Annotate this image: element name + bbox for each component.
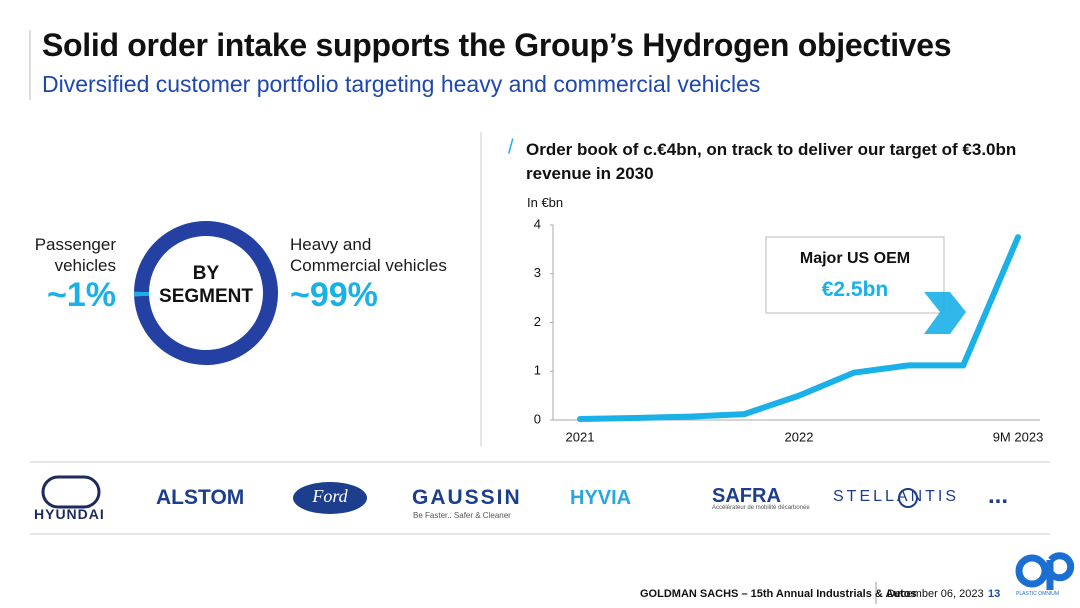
chart-title: Order book of c.€4bn, on track to delive… <box>526 140 1017 183</box>
footer-event: GOLDMAN SACHS – 15th Annual Industrials … <box>640 588 917 600</box>
page-number: 13 <box>988 588 1001 600</box>
donut-segment <box>134 291 150 297</box>
chevron <box>924 292 966 334</box>
subtitle: Diversified customer portfolio targeting… <box>42 71 761 97</box>
logo-shape <box>898 488 918 508</box>
annotation-box <box>765 236 945 314</box>
logo: Ford <box>312 486 348 506</box>
brand-name: PLASTIC OMNIUM <box>1016 591 1060 597</box>
logo-more: ... <box>988 482 1009 509</box>
logo-shape <box>41 475 101 509</box>
footer-date: December 06, 2023 <box>887 588 984 600</box>
brand-logo <box>1015 554 1049 588</box>
segment-value: ~1% <box>47 276 116 314</box>
line-series <box>577 234 1021 423</box>
logo: HYUNDAI <box>34 506 105 522</box>
logo: GAUSSIN <box>412 486 522 509</box>
logo: HYVIA <box>570 487 632 509</box>
segment-label: Passenger vehicles <box>34 235 116 275</box>
logo-tagline: Accélérateur de mobilité décarbonée <box>712 505 810 511</box>
x-tick-label: 2022 <box>785 429 814 444</box>
logo: ALSTOM <box>156 486 245 509</box>
segment-value: ~99% <box>290 276 378 314</box>
y-axis-label: In €bn <box>527 195 564 210</box>
y-tick-label: 1 <box>534 363 541 378</box>
segment-label: Heavy and Commercial vehicles <box>290 235 447 275</box>
y-tick-label: 2 <box>534 314 541 329</box>
title: Solid order intake supports the Group’s … <box>42 27 952 63</box>
logo: SAFRA <box>712 485 781 507</box>
logo: STELLANTIS <box>833 488 960 505</box>
x-tick-label: 2021 <box>566 429 595 444</box>
donut-center-label: BY SEGMENT <box>159 263 253 307</box>
logo-tagline: Be Faster.. Safer & Cleaner <box>413 511 511 520</box>
logo-shape <box>293 482 367 514</box>
annotation-value: €2.5bn <box>821 278 889 301</box>
y-tick-label: 3 <box>534 265 541 280</box>
y-tick-label: 4 <box>534 216 541 231</box>
brand-logo <box>1046 552 1075 590</box>
annotation-title: Major US OEM <box>799 250 911 267</box>
slash: / <box>508 136 514 158</box>
x-tick-label: 9M 2023 <box>993 429 1044 444</box>
y-tick-label: 0 <box>534 411 541 426</box>
